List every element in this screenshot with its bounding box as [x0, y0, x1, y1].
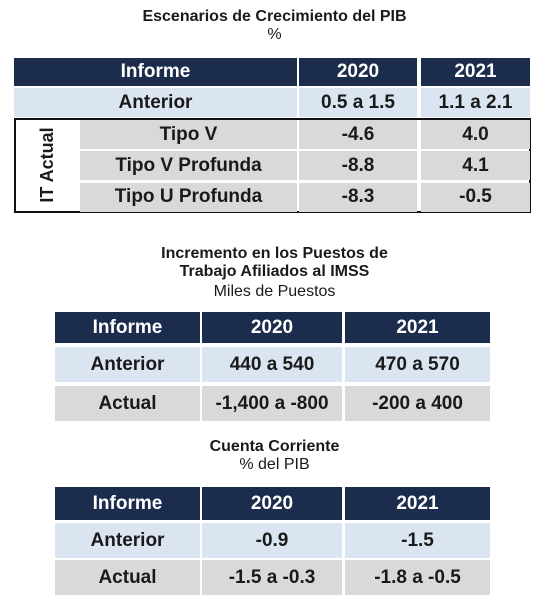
- body-cell: Actual: [55, 386, 200, 421]
- body-cell: 4.0: [421, 120, 530, 149]
- header-cell: 2020: [202, 487, 342, 520]
- table-title: Cuenta Corriente: [209, 438, 340, 455]
- table-title: Incremento en los Puestos de: [161, 245, 388, 262]
- body-cell: 4.1: [421, 151, 530, 181]
- body-cell: 440 a 540: [202, 347, 342, 382]
- table-subtitle: %: [267, 26, 282, 43]
- header-cell: Informe: [14, 58, 297, 86]
- header-cell: 2021: [421, 58, 530, 86]
- body-cell: 1.1 a 2.1: [421, 88, 530, 117]
- body-cell: -1,400 a -800: [202, 386, 342, 421]
- header-cell: 2020: [299, 58, 417, 86]
- table-title: Trabajo Afiliados al IMSS: [179, 263, 370, 280]
- body-cell: 0.5 a 1.5: [299, 88, 417, 117]
- body-cell: -0.5: [421, 182, 530, 212]
- table-title: Escenarios de Crecimiento del PIB: [142, 8, 407, 25]
- body-cell: Anterior: [55, 523, 200, 558]
- body-cell: -8.8: [299, 151, 417, 181]
- body-cell: 470 a 570: [345, 347, 490, 382]
- body-cell: Tipo V Profunda: [80, 151, 297, 181]
- body-cell: -0.9: [202, 523, 342, 558]
- group-box: [14, 118, 531, 213]
- header-cell: 2021: [345, 312, 490, 343]
- header-cell: Informe: [55, 487, 200, 520]
- group-label: IT Actual: [37, 127, 57, 203]
- body-cell: -1.8 a -0.5: [345, 560, 490, 595]
- header-cell: Informe: [55, 312, 200, 343]
- body-cell: Tipo V: [80, 120, 297, 149]
- body-cell: Tipo U Profunda: [80, 182, 297, 212]
- body-cell: -4.6: [299, 120, 417, 149]
- body-cell: -8.3: [299, 182, 417, 212]
- body-cell: -1.5 a -0.3: [202, 560, 342, 595]
- header-cell: 2021: [345, 487, 490, 520]
- body-cell: Anterior: [14, 88, 297, 117]
- body-cell: -200 a 400: [345, 386, 490, 421]
- table-subtitle: % del PIB: [239, 456, 310, 473]
- header-cell: 2020: [202, 312, 342, 343]
- body-cell: Actual: [55, 560, 200, 595]
- body-cell: -1.5: [345, 523, 490, 558]
- body-cell: Anterior: [55, 347, 200, 382]
- table-subtitle: Miles de Puestos: [213, 283, 336, 300]
